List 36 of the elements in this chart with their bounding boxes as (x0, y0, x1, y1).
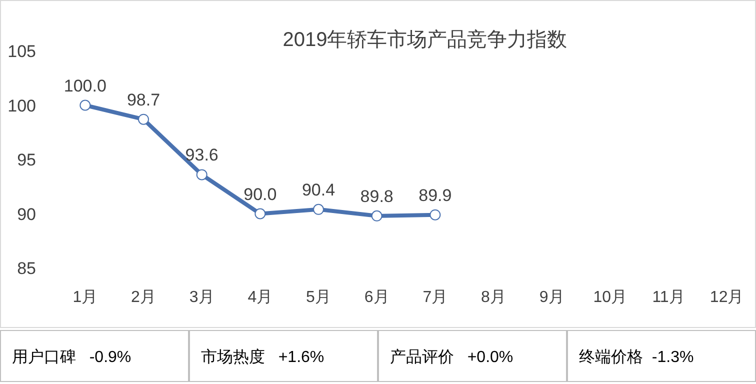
text: 终端价格 -1.3% (579, 348, 694, 366)
point (196, 169, 208, 180)
point (430, 209, 441, 220)
point (80, 100, 91, 111)
data-label: 89.8 (360, 186, 394, 206)
data-label: 90.0 (244, 184, 277, 204)
data-label: 89.9 (418, 186, 452, 205)
x-tick-label: 12月 (710, 289, 744, 306)
y-tick-label: 85 (17, 259, 36, 278)
text: 用户口碑 -0.9% (12, 348, 132, 366)
x-tick-label: 4月 (248, 289, 273, 306)
y-tick-label: 90 (17, 204, 36, 224)
point (254, 208, 266, 220)
chart-title: 2019年轿车市场产品竞争力指数 (282, 29, 568, 51)
text: 产品评价 +0.0% (390, 348, 514, 366)
data-label: 98.7 (126, 90, 160, 110)
text: 市场热度 +1.6% (201, 348, 324, 366)
y-tick-label: 95 (17, 150, 36, 170)
point (138, 114, 149, 125)
data-label: 100.0 (64, 76, 106, 96)
x-tick-label: 6月 (364, 289, 390, 306)
x-tick-label: 5月 (306, 289, 331, 306)
x-tick-label: 2月 (131, 289, 156, 306)
x-tick-label: 8月 (481, 289, 506, 306)
data-label: 90.4 (302, 180, 336, 200)
y-tick-label: 105 (8, 42, 36, 61)
y-tick-label: 100 (8, 96, 36, 116)
x-tick-label: 3月 (189, 289, 214, 306)
x-tick-label: 11月 (652, 289, 685, 306)
point (371, 210, 382, 222)
x-tick-label: 1月 (72, 289, 98, 306)
x-tick-label: 10月 (593, 289, 628, 306)
point (313, 204, 324, 215)
data-label: 93.6 (185, 146, 218, 165)
x-tick-label: 7月 (422, 289, 448, 306)
x-tick-label: 9月 (539, 289, 564, 306)
